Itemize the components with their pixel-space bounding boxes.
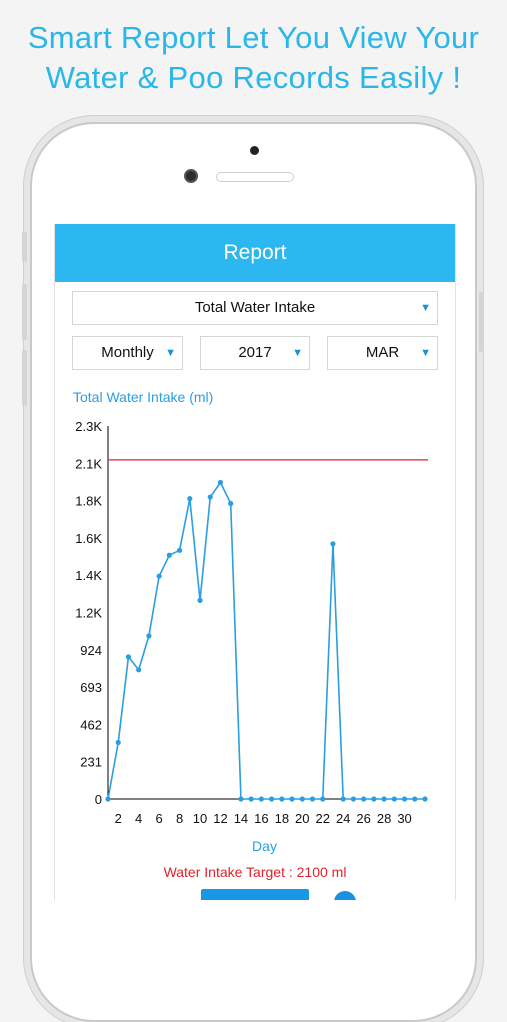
x-tick-label: 26 — [356, 811, 370, 826]
share-button[interactable] — [201, 889, 309, 900]
data-point — [156, 573, 162, 579]
x-tick-label: 2 — [115, 811, 122, 826]
y-tick-label: 1.6K — [75, 531, 102, 546]
data-point — [228, 500, 234, 507]
metric-select-value: Total Water Intake — [194, 299, 316, 316]
phone-volume-down — [22, 350, 27, 406]
month-select[interactable]: MAR ▼ — [327, 336, 438, 370]
data-point — [146, 633, 152, 639]
y-tick-label: 924 — [80, 643, 102, 658]
data-point — [248, 796, 254, 802]
month-select-value: MAR — [365, 344, 400, 361]
y-tick-label: 1.4K — [75, 568, 102, 583]
series-line — [107, 481, 425, 800]
data-point — [207, 494, 213, 500]
earpiece-speaker — [216, 172, 294, 182]
y-tick-label: 2.3K — [75, 419, 102, 434]
data-point — [422, 796, 428, 802]
data-point — [340, 796, 346, 802]
data-point — [269, 796, 275, 802]
data-point — [115, 739, 121, 746]
data-point — [279, 796, 285, 802]
headline-line-1: Smart Report Let You View Your — [27, 20, 480, 55]
x-tick-label: 6 — [156, 811, 163, 826]
y-tick-label: 0 — [95, 792, 102, 807]
app-screen: Report Total Water Intake ▼ Monthly ▼ 20… — [54, 224, 456, 900]
data-point — [330, 541, 336, 547]
x-tick-label: 18 — [275, 811, 289, 826]
page-title: Report — [223, 241, 287, 264]
x-tick-label: 16 — [254, 811, 268, 826]
data-point — [187, 496, 193, 502]
data-point — [412, 796, 418, 802]
x-tick-label: 12 — [213, 811, 227, 826]
phone-power-button — [479, 292, 484, 352]
period-select[interactable]: Monthly ▼ — [72, 336, 183, 370]
data-point — [136, 667, 142, 673]
data-point — [217, 479, 224, 486]
x-tick-label: 4 — [135, 811, 142, 826]
data-point — [289, 796, 295, 802]
x-tick-label: 22 — [316, 811, 330, 826]
x-tick-label: 8 — [176, 811, 183, 826]
data-point — [125, 654, 132, 660]
data-point — [166, 552, 172, 558]
triangle-down-icon: ▼ — [292, 347, 303, 359]
headline-line-2: Water & Poo Records Easily ! — [45, 60, 462, 95]
y-tick-label: 462 — [80, 717, 102, 732]
headline: Smart Report Let You View Your Water & P… — [0, 18, 507, 98]
triangle-down-icon: ▼ — [420, 302, 431, 314]
data-point — [309, 796, 316, 802]
data-point — [105, 796, 111, 802]
data-point — [299, 796, 305, 802]
y-tick-label: 2.1K — [75, 456, 102, 471]
data-point — [350, 796, 357, 802]
phone-mute-switch — [22, 232, 27, 262]
x-tick-label: 28 — [377, 811, 391, 826]
phone-volume-up — [22, 284, 27, 340]
data-point — [401, 796, 408, 802]
year-select-value: 2017 — [238, 344, 272, 361]
target-legend: Water Intake Target : 2100 ml — [163, 864, 347, 880]
year-select[interactable]: 2017 ▼ — [200, 336, 310, 370]
nav-bar: Report — [55, 224, 455, 282]
y-tick-label: 693 — [80, 680, 102, 695]
y-tick-label: 1.2K — [75, 606, 102, 621]
data-point — [361, 796, 367, 802]
x-tick-label: 10 — [193, 811, 207, 826]
x-tick-label: 24 — [336, 811, 350, 826]
x-tick-label: 20 — [295, 811, 309, 826]
triangle-down-icon: ▼ — [165, 347, 176, 359]
data-point — [320, 796, 326, 802]
data-point — [391, 796, 397, 802]
info-icon[interactable] — [334, 891, 356, 900]
data-point — [176, 547, 183, 553]
data-point — [258, 796, 264, 802]
data-point — [371, 796, 377, 802]
x-axis-label: Day — [252, 838, 277, 854]
y-tick-label: 231 — [80, 755, 102, 770]
triangle-down-icon: ▼ — [420, 347, 431, 359]
y-tick-label: 1.8K — [75, 494, 102, 509]
data-point — [381, 796, 387, 802]
period-select-value: Monthly — [101, 344, 154, 361]
x-tick-label: 30 — [397, 811, 411, 826]
metric-select[interactable]: Total Water Intake ▼ — [72, 291, 438, 325]
front-camera — [184, 169, 198, 183]
chart-title: Total Water Intake (ml) — [73, 389, 214, 405]
x-tick-label: 14 — [234, 811, 248, 826]
data-point — [197, 597, 203, 603]
proximity-sensor — [250, 146, 259, 155]
data-point — [238, 796, 244, 802]
